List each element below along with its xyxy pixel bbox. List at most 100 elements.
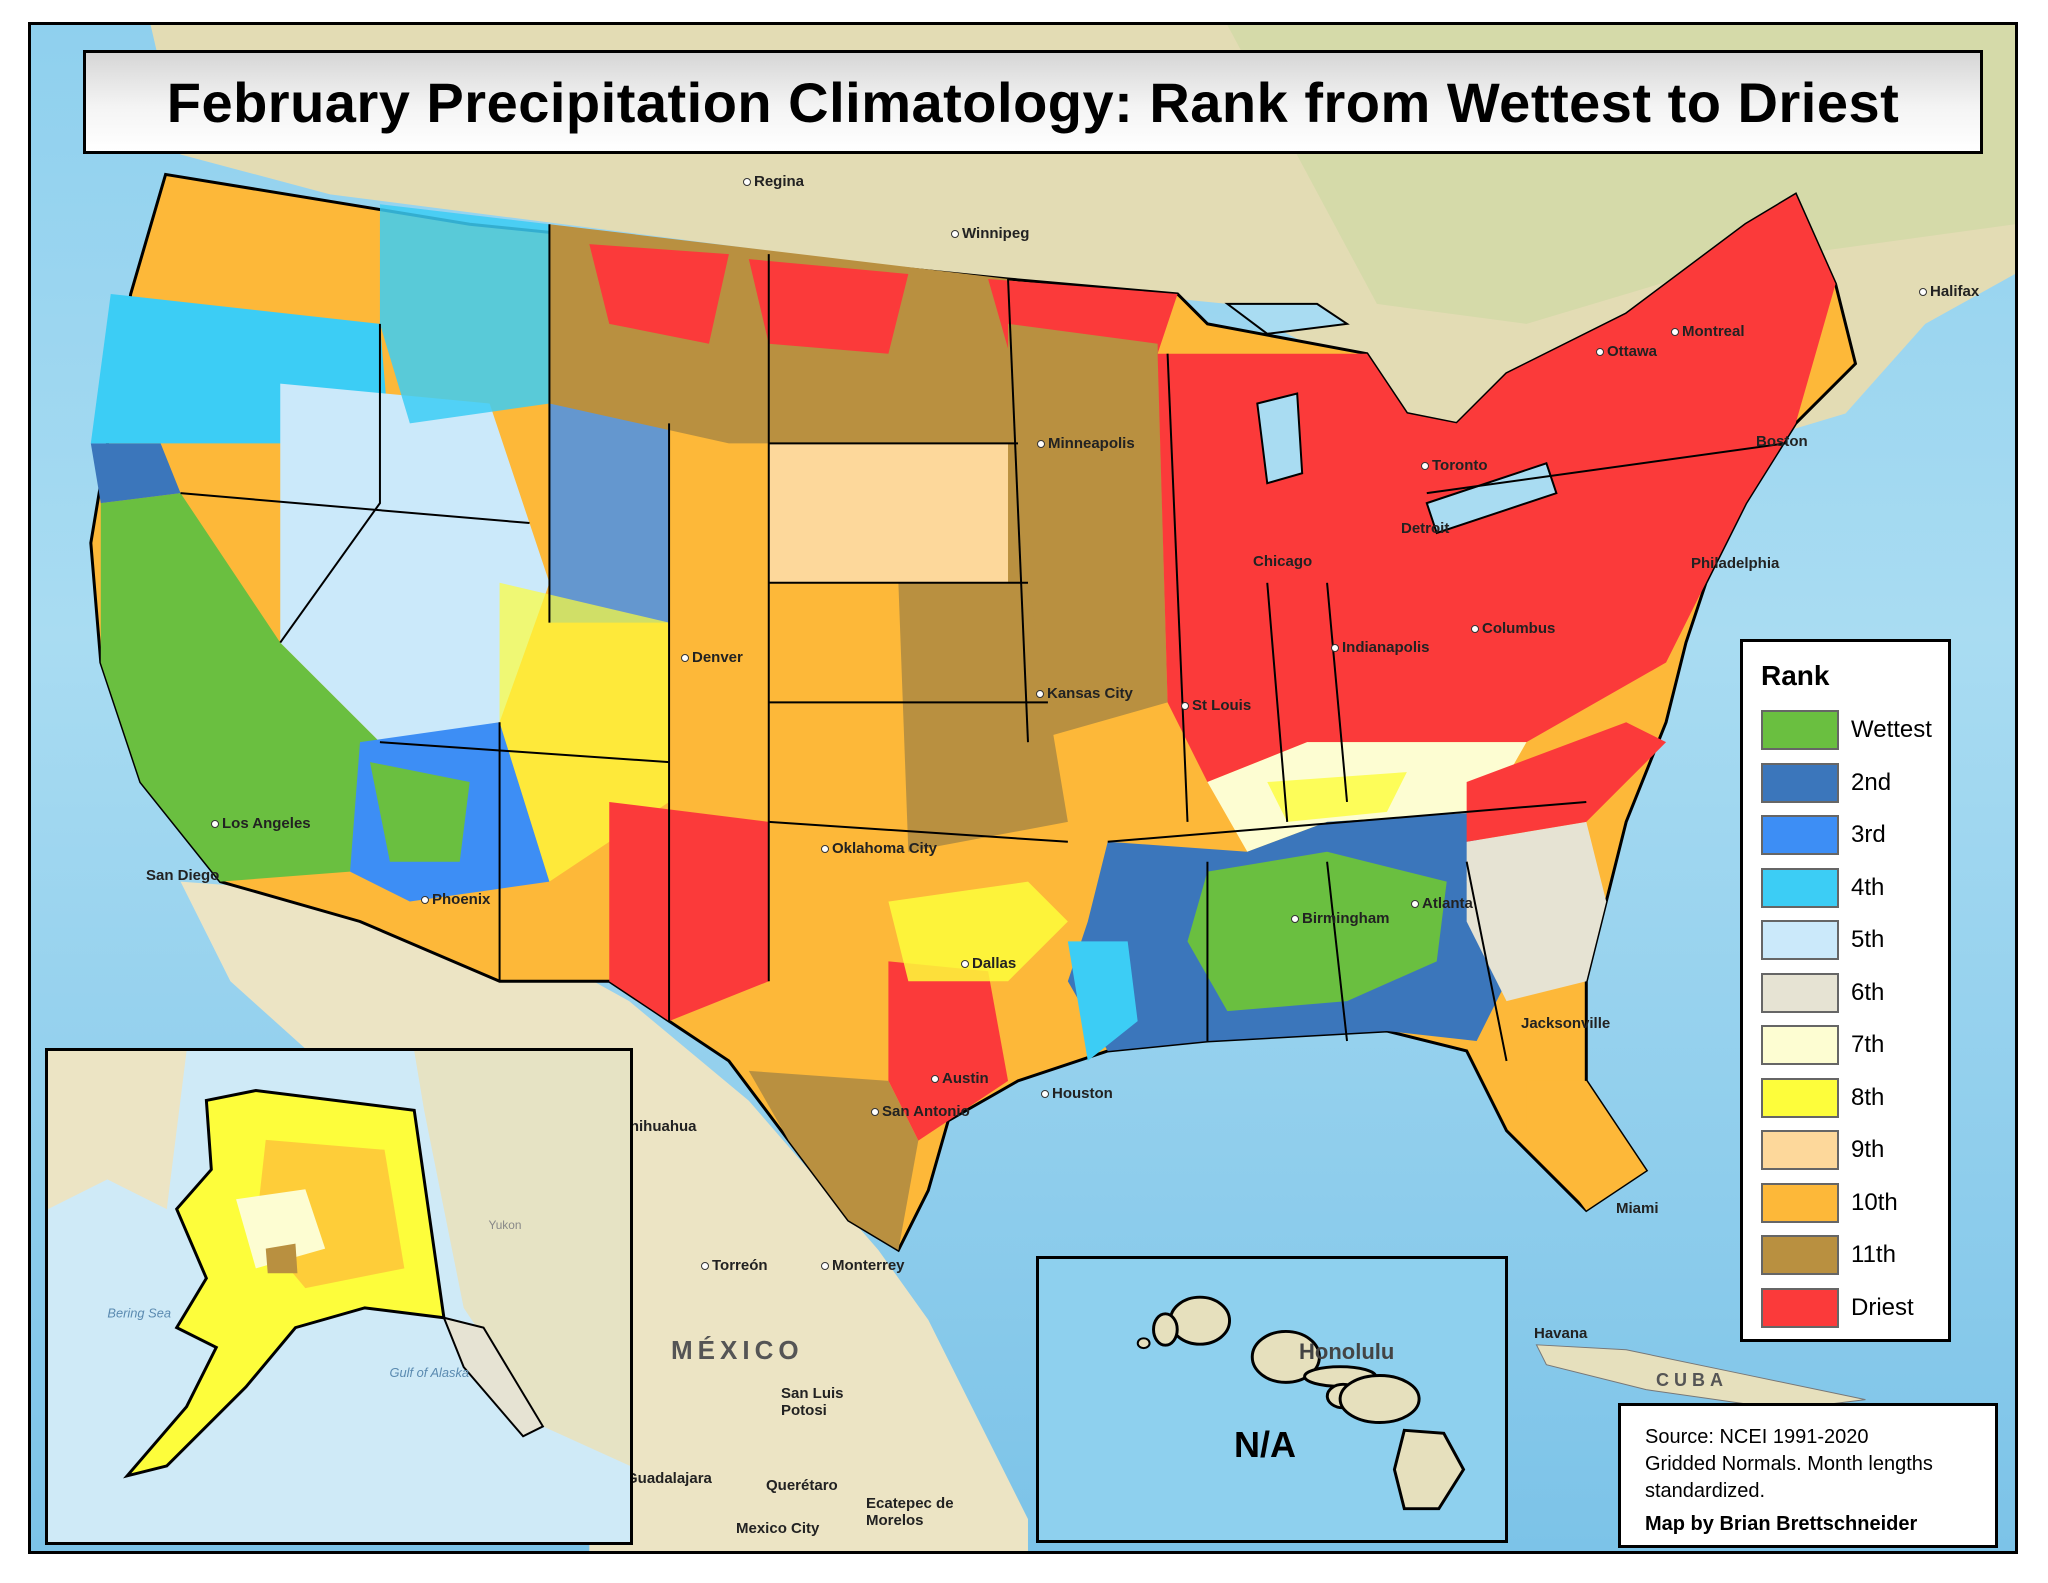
city-label-regina: Regina — [743, 173, 804, 190]
legend-label: 2nd — [1851, 768, 1892, 796]
city-dot-icon — [743, 178, 751, 187]
city-label-winnipeg: Winnipeg — [951, 225, 1029, 242]
legend: Rank Wettest 2nd 3rd 4th 5th 6th 7th 8th… — [1740, 639, 1951, 1342]
city-dot-icon — [1671, 328, 1679, 337]
legend-item-8th: 8th — [1761, 1072, 1948, 1125]
legend-swatch — [1761, 1235, 1839, 1276]
map-credit: Map by Brian Brettschneider — [1645, 1513, 1918, 1535]
svg-text:Bering Sea: Bering Sea — [107, 1306, 171, 1321]
city-label-chihuahua: Chihuahua — [619, 1118, 697, 1135]
svg-text:Gulf of Alaska: Gulf of Alaska — [389, 1365, 469, 1380]
city-label-austin: Austin — [931, 1070, 989, 1087]
legend-item-3rd: 3rd — [1761, 809, 1948, 862]
city-label-jacksonville: Jacksonville — [1521, 1015, 1611, 1032]
city-dot-icon — [1037, 440, 1045, 449]
city-label-honolulu: Honolulu — [1299, 1339, 1395, 1364]
city-dot-icon — [1181, 702, 1189, 711]
legend-label: 11th — [1851, 1241, 1896, 1269]
hawaii-inset: Honolulu N/A — [1036, 1256, 1508, 1543]
city-label-san-antonio: San Antonio — [871, 1103, 970, 1120]
svg-text:Yukon: Yukon — [488, 1218, 521, 1232]
city-dot-icon — [961, 960, 969, 969]
legend-swatch — [1761, 1025, 1839, 1066]
city-dot-icon — [211, 820, 219, 829]
city-label-ecatepec: Ecatepec de Morelos — [866, 1495, 954, 1529]
legend-label: 10th — [1851, 1188, 1898, 1216]
city-label-minneapolis: Minneapolis — [1037, 435, 1135, 452]
legend-swatch — [1761, 867, 1839, 908]
city-label-kansas-city: Kansas City — [1036, 685, 1133, 702]
city-dot-icon — [1421, 462, 1429, 471]
city-label-ottawa: Ottawa — [1596, 343, 1657, 360]
legend-swatch — [1761, 1130, 1839, 1171]
legend-swatch — [1761, 710, 1839, 751]
basemap — [89, 25, 2015, 1551]
city-dot-icon — [1919, 288, 1927, 297]
legend-label: 9th — [1851, 1136, 1885, 1164]
legend-item-5th: 5th — [1761, 914, 1948, 967]
title-box: February Precipitation Climatology: Rank… — [83, 50, 1983, 154]
city-label-detroit: Detroit — [1401, 520, 1450, 537]
city-label-halifax: Halifax — [1919, 283, 1979, 300]
city-label-san-luis-potosi: San Luis Potosi — [781, 1385, 844, 1419]
city-dot-icon — [1471, 625, 1479, 634]
city-label-birmingham: Birmingham — [1291, 910, 1390, 927]
legend-item-wettest: Wettest — [1761, 704, 1948, 757]
city-label-guadalajara: Guadalajara — [626, 1470, 712, 1487]
city-label-denver: Denver — [681, 649, 743, 666]
city-dot-icon — [1596, 348, 1604, 357]
city-label-chicago: Chicago — [1253, 553, 1313, 570]
city-label-dallas: Dallas — [961, 955, 1016, 972]
alaska-map: Bering Sea Gulf of Alaska Yukon — [48, 1051, 630, 1479]
city-label-los-angeles: Los Angeles — [211, 815, 311, 832]
legend-swatch — [1761, 1182, 1839, 1223]
city-dot-icon — [1411, 900, 1419, 909]
city-label-atlanta: Atlanta — [1411, 895, 1473, 912]
legend-swatch — [1761, 1077, 1839, 1118]
legend-item-driest: Driest — [1761, 1282, 1948, 1335]
country-label-cuba: CUBA — [1656, 1370, 1728, 1390]
legend-label: 8th — [1851, 1083, 1885, 1111]
city-dot-icon — [1036, 690, 1044, 699]
city-dot-icon — [1331, 644, 1339, 653]
city-label-columbus: Columbus — [1471, 620, 1555, 637]
legend-item-9th: 9th — [1761, 1124, 1948, 1177]
city-label-st-louis: St Louis — [1181, 697, 1251, 714]
city-dot-icon — [701, 1262, 709, 1271]
city-label-philadelphia: Philadelphia — [1691, 555, 1780, 572]
legend-item-10th: 10th — [1761, 1177, 1948, 1230]
city-label-indianapolis: Indianapolis — [1331, 639, 1430, 656]
hawaii-na-label: N/A — [1234, 1424, 1296, 1465]
city-label-miami: Miami — [1616, 1200, 1659, 1217]
city-label-monterrey: Monterrey — [821, 1257, 905, 1274]
legend-swatch — [1761, 920, 1839, 961]
source-text: Source: NCEI 1991-2020 Gridded Normals. … — [1645, 1426, 1933, 1502]
city-dot-icon — [951, 230, 959, 239]
city-label-montreal: Montreal — [1671, 323, 1745, 340]
city-dot-icon — [421, 896, 429, 905]
legend-item-7th: 7th — [1761, 1019, 1948, 1072]
legend-title: Rank — [1761, 660, 1830, 691]
city-dot-icon — [821, 845, 829, 854]
city-label-havana: Havana — [1534, 1325, 1588, 1342]
country-label-mexico: MÉXICO — [671, 1335, 804, 1365]
city-label-toronto: Toronto — [1421, 457, 1488, 474]
city-label-queretaro: Querétaro — [766, 1477, 838, 1494]
city-label-mexico-city: Mexico City — [736, 1520, 820, 1537]
legend-swatch — [1761, 1287, 1839, 1328]
city-label-phoenix: Phoenix — [421, 891, 490, 908]
city-label-san-diego: San Diego — [146, 867, 220, 884]
city-label-houston: Houston — [1041, 1085, 1113, 1102]
city-label-boston: Boston — [1756, 433, 1808, 450]
city-dot-icon — [1041, 1090, 1049, 1099]
city-dot-icon — [931, 1075, 939, 1084]
legend-swatch — [1761, 972, 1839, 1013]
legend-label: Driest — [1851, 1293, 1914, 1321]
legend-label: 7th — [1851, 1031, 1885, 1059]
map-title: February Precipitation Climatology: Rank… — [166, 70, 1900, 134]
legend-item-6th: 6th — [1761, 967, 1948, 1020]
city-label-oklahoma-city: Oklahoma City — [821, 840, 937, 857]
source-box: Source: NCEI 1991-2020 Gridded Normals. … — [1618, 1403, 1998, 1548]
alaska-inset: Bering Sea Gulf of Alaska Yukon — [45, 1048, 633, 1545]
legend-label: 3rd — [1851, 821, 1886, 849]
